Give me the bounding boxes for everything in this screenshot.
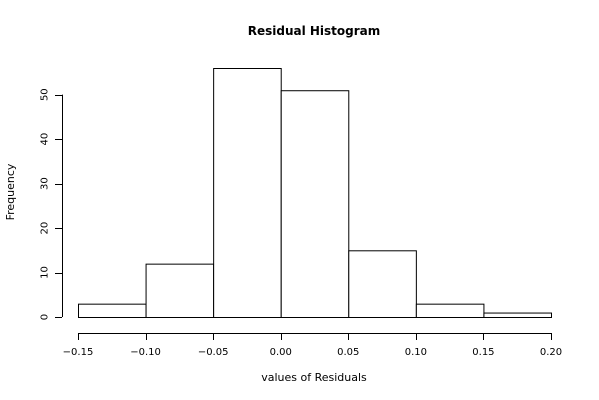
histogram-bar xyxy=(280,90,350,318)
x-tick-label: −0.10 xyxy=(130,347,161,358)
y-tick-label: 30 xyxy=(40,177,51,190)
x-tick-label: 0.00 xyxy=(270,347,292,358)
x-axis-label: values of Residuals xyxy=(261,371,367,384)
histogram-bar xyxy=(213,68,282,318)
histogram-bar xyxy=(415,303,485,318)
y-tick-label: 20 xyxy=(40,222,51,235)
x-tick-label: 0.20 xyxy=(540,347,562,358)
x-tick-label: 0.05 xyxy=(337,347,359,358)
x-tick-label: −0.15 xyxy=(63,347,94,358)
x-axis: −0.15 −0.10 −0.05 0.00 0.05 0.10 0.15 0.20 xyxy=(63,333,562,358)
x-tick-label: 0.15 xyxy=(472,347,494,358)
histogram-bar xyxy=(483,312,552,318)
histogram-bar xyxy=(145,263,215,318)
y-axis: 0 10 20 30 40 50 xyxy=(40,88,63,320)
y-tick-label: 50 xyxy=(40,88,51,101)
x-tick-label: 0.10 xyxy=(405,347,427,358)
y-tick-label: 10 xyxy=(40,266,51,279)
chart-title: Residual Histogram xyxy=(248,24,381,38)
y-axis-label: Frequency xyxy=(4,163,17,220)
histogram-bar xyxy=(348,250,417,318)
x-tick-label: −0.05 xyxy=(198,347,229,358)
bars-group xyxy=(78,68,552,318)
histogram-bar xyxy=(78,303,147,318)
y-tick-label: 40 xyxy=(40,133,51,146)
y-tick-label: 0 xyxy=(40,314,51,320)
